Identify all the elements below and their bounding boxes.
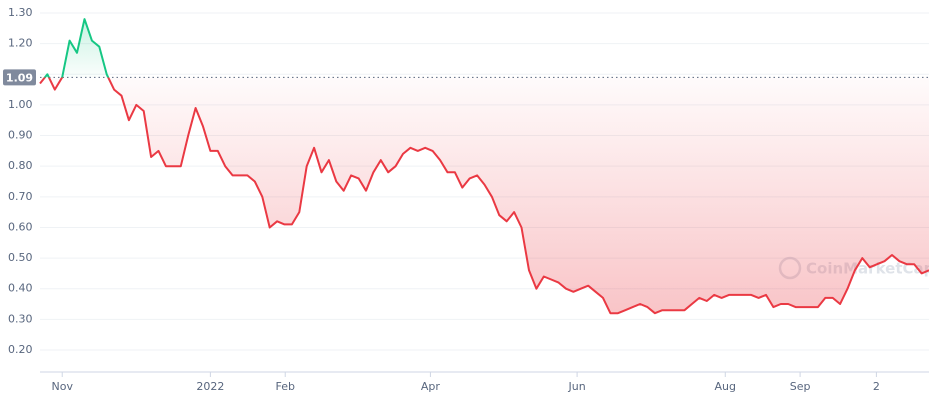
y-tick-label: 0.80 <box>8 159 33 172</box>
y-tick-label: 0.70 <box>8 190 33 203</box>
baseline-badge <box>3 69 36 86</box>
y-tick-label: 0.60 <box>8 220 33 233</box>
x-tick-label: Nov <box>51 380 73 393</box>
y-tick-label: 1.20 <box>8 37 33 50</box>
x-tick-label: Apr <box>421 380 441 393</box>
x-tick-label: 2022 <box>196 380 224 393</box>
x-tick-label: 2 <box>873 380 880 393</box>
y-tick-label: 0.20 <box>8 343 33 356</box>
x-tick-label: Jun <box>568 380 586 393</box>
y-tick-label: 0.40 <box>8 282 33 295</box>
price-area <box>40 19 929 314</box>
y-tick-label: 1.30 <box>8 6 33 19</box>
y-tick-label: 1.00 <box>8 98 33 111</box>
price-line <box>39 18 929 315</box>
x-tick-label: Sep <box>790 380 811 393</box>
y-tick-label: 0.90 <box>8 129 33 142</box>
x-tick-label: Aug <box>715 380 736 393</box>
y-tick-label: 0.30 <box>8 312 33 325</box>
baseline-label: 1.09 <box>6 71 33 84</box>
y-tick-label: 0.50 <box>8 251 33 264</box>
x-tick-label: Feb <box>275 380 294 393</box>
